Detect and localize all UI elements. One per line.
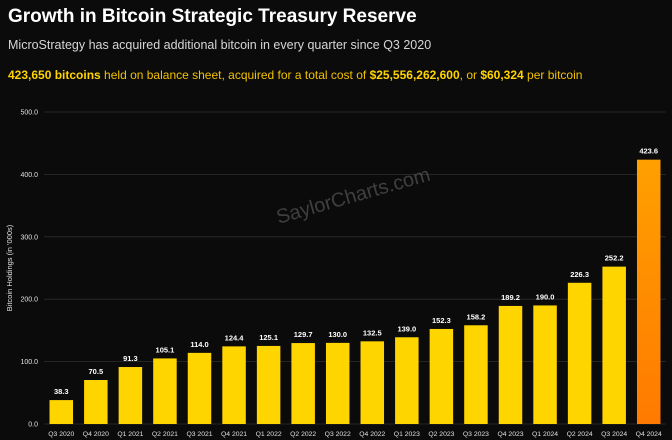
x-tick-label: Q1 2021	[117, 431, 143, 438]
x-tick-label: Q2 2023	[428, 431, 454, 438]
x-tick-label: Q3 2023	[463, 431, 489, 438]
bar	[49, 400, 74, 424]
y-axis-title: Bitcoin Holdings (in '000s)	[5, 224, 14, 311]
data-label: 132.5	[363, 328, 382, 337]
bar	[636, 159, 661, 425]
cost-per-bitcoin: $60,324	[480, 68, 524, 82]
data-label: 70.5	[89, 367, 104, 376]
bar	[118, 367, 143, 424]
x-tick-label: Q2 2024	[567, 431, 593, 438]
bar	[153, 358, 177, 424]
y-tick-label: 500.0	[20, 110, 38, 117]
bar	[256, 345, 281, 424]
data-label: 125.1	[259, 333, 278, 342]
x-tick-label: Q2 2021	[152, 431, 178, 438]
x-tick-label: Q1 2022	[256, 431, 282, 438]
page-title: Growth in Bitcoin Strategic Treasury Res…	[8, 6, 417, 27]
bar	[395, 337, 419, 424]
holdings-summary: 423,650 bitcoins held on balance sheet, …	[8, 68, 582, 82]
watermark: SaylorCharts.com	[274, 164, 433, 229]
total-cost: $25,556,262,600	[369, 68, 460, 82]
bar	[222, 346, 246, 424]
bar	[602, 266, 626, 424]
y-tick-label: 300.0	[20, 234, 38, 241]
data-label: 114.0	[190, 340, 208, 349]
x-tick-label: Q3 2020	[48, 431, 74, 438]
data-label: 423.6	[639, 147, 658, 156]
data-label: 226.3	[570, 270, 589, 279]
x-tick-label: Q2 2022	[290, 431, 316, 438]
data-label: 252.2	[605, 254, 624, 263]
bitcoin-count: 423,650 bitcoins	[8, 68, 101, 82]
summary-text-3: per bitcoin	[523, 68, 583, 82]
data-label: 130.0	[328, 330, 347, 339]
bar	[84, 380, 108, 424]
data-label: 189.2	[501, 293, 520, 302]
data-label: 105.1	[156, 345, 175, 354]
x-tick-label: Q3 2024	[601, 431, 627, 438]
data-label: 139.0	[397, 324, 416, 333]
y-tick-label: 200.0	[20, 297, 38, 304]
bar	[429, 328, 454, 424]
x-tick-label: Q4 2021	[221, 431, 247, 438]
x-tick-label: Q3 2022	[325, 431, 351, 438]
data-label: 152.3	[432, 316, 451, 325]
data-label: 38.3	[54, 387, 69, 396]
x-tick-label: Q4 2020	[83, 431, 109, 438]
y-tick-label: 400.0	[20, 172, 38, 179]
y-tick-label: 0.0	[28, 422, 38, 429]
bar	[464, 325, 488, 424]
bar	[567, 282, 592, 424]
bar	[498, 305, 523, 424]
data-label: 91.3	[123, 354, 138, 363]
x-tick-label: Q1 2024	[532, 431, 558, 438]
bar	[360, 341, 385, 424]
data-label: 158.2	[467, 312, 486, 321]
x-tick-label: Q3 2021	[186, 431, 212, 438]
data-label: 129.7	[294, 330, 313, 339]
x-tick-label: Q1 2023	[394, 431, 420, 438]
x-tick-label: Q4 2022	[359, 431, 385, 438]
bar	[187, 352, 212, 424]
y-tick-label: 100.0	[20, 359, 38, 366]
x-tick-label: Q4 2024	[636, 431, 662, 438]
bar	[291, 343, 315, 424]
data-label: 124.4	[225, 333, 245, 342]
x-tick-label: Q4 2023	[497, 431, 523, 438]
bar	[533, 305, 557, 424]
summary-text-1: held on balance sheet, acquired for a to…	[100, 68, 370, 82]
bar	[325, 342, 350, 424]
summary-text-2: , or	[459, 68, 481, 82]
page-subtitle: MicroStrategy has acquired additional bi…	[8, 38, 432, 52]
data-label: 190.0	[536, 292, 555, 301]
